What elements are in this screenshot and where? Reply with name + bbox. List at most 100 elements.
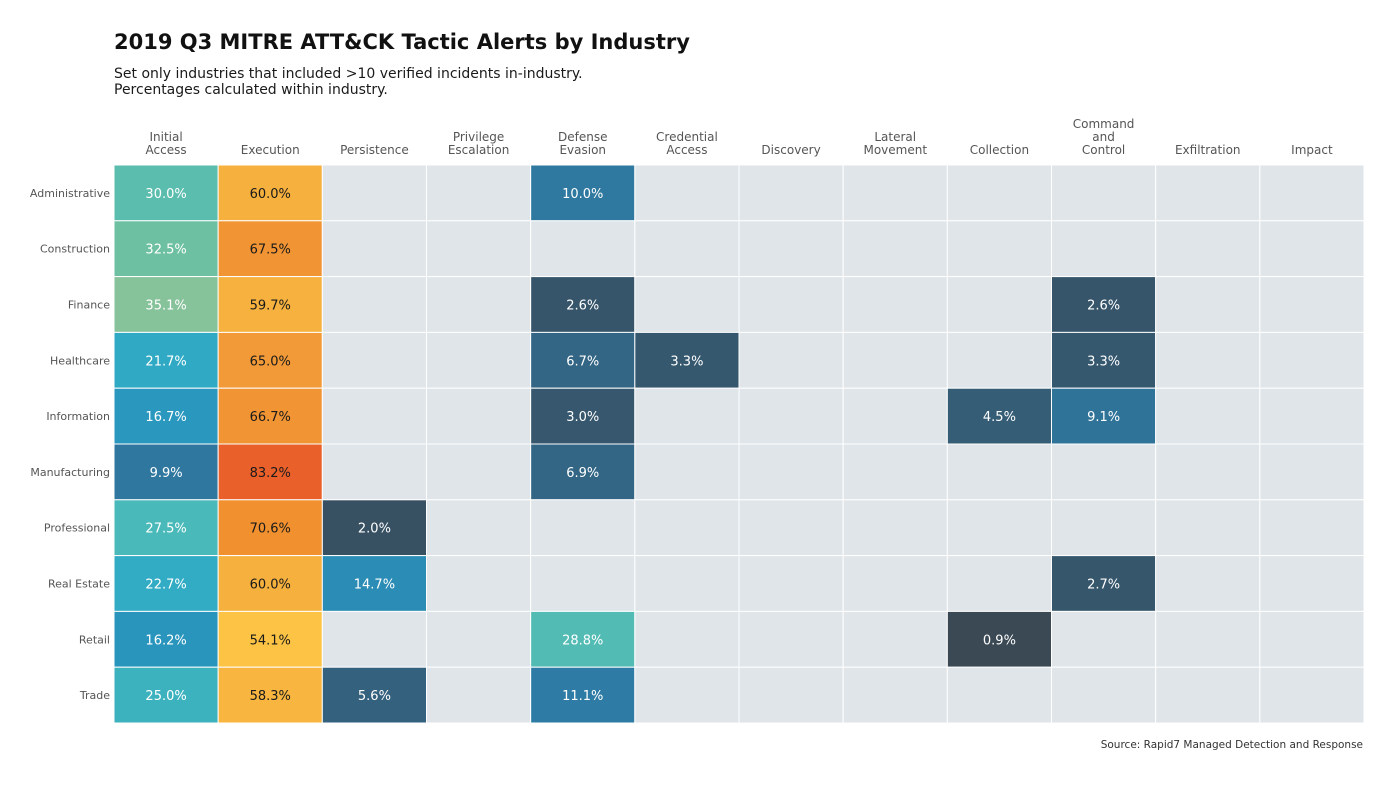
heatmap-cell-trade-command-and-control [1051, 666, 1157, 724]
heatmap-value-label: 9.1% [1087, 410, 1120, 425]
heatmap-cell-trade-privilege-escalation [426, 666, 532, 724]
heatmap-cell-real-estate-lateral-movement [842, 555, 948, 612]
heatmap-cell-trade-credential-access [634, 666, 740, 724]
heatmap-cell-trade-lateral-movement [842, 666, 948, 724]
heatmap-cell-real-estate-discovery [738, 555, 844, 612]
heatmap-cell-trade-discovery [738, 666, 844, 724]
heatmap-value-label: 2.0% [358, 522, 391, 537]
heatmap-cell-finance-command-and-control [1051, 276, 1157, 333]
heatmap-value-label: 11.1% [562, 689, 603, 704]
chart-title: 2019 Q3 MITRE ATT&CK Tactic Alerts by In… [114, 30, 690, 54]
heatmap-value-label: 6.9% [566, 466, 599, 481]
heatmap-cell-finance-credential-access [634, 276, 740, 333]
heatmap-value-label: 28.8% [562, 633, 603, 648]
heatmap-cell-professional-lateral-movement [842, 499, 948, 557]
column-labels: Initial Access Execution Persistence Privile… [146, 117, 1333, 157]
column-label-impact: Impact [1291, 143, 1333, 157]
heatmap-cell-healthcare-execution [217, 331, 323, 389]
heatmap-cell-administrative-privilege-escalation [426, 164, 532, 222]
subtitle-line-2: Percentages calculated within industry. [114, 82, 388, 98]
heatmap-value-label: 6.7% [566, 354, 599, 369]
heatmap-cell-professional-privilege-escalation [426, 499, 532, 557]
heatmap-cell-healthcare-impact [1259, 331, 1365, 389]
heatmap-cell-trade-initial-access [113, 666, 219, 724]
heatmap-value-label: 27.5% [145, 522, 186, 537]
heatmap-cell-retail-credential-access [634, 610, 740, 668]
heatmap-cell-manufacturing-lateral-movement [842, 443, 948, 501]
heatmap-cell-information-privilege-escalation [426, 387, 532, 445]
row-labels: Administrative Construction Finance Healthc… [30, 187, 110, 702]
heatmap-cell-information-lateral-movement [842, 387, 948, 445]
heatmap-cell-construction-impact [1259, 220, 1365, 278]
heatmap-cell-administrative-initial-access [113, 164, 219, 222]
heatmap-cell-information-exfiltration [1155, 387, 1261, 445]
column-label-defense-evasion: Defense Evasion [558, 130, 607, 157]
chart-subtitle: Set only industries that included >10 ve… [114, 66, 583, 98]
heatmap-cell-real-estate-impact [1259, 555, 1365, 612]
heatmap-cell-information-persistence [321, 387, 428, 445]
heatmap-value-label: 3.0% [566, 410, 599, 425]
heatmap-cell-healthcare-privilege-escalation [426, 331, 532, 389]
heatmap-cell-retail-privilege-escalation [426, 610, 532, 668]
heatmap-value-label: 70.6% [250, 522, 291, 537]
heatmap-value-labels: 30.0% 60.0% 10.0% 32.5% 67.5% 35.1% 59.7% 2.6% 2… [145, 187, 1120, 704]
row-label-retail: Retail [79, 633, 110, 646]
heatmap-value-label: 16.2% [145, 633, 186, 648]
heatmap-value-label: 67.5% [250, 243, 291, 258]
heatmap-cell-healthcare-credential-access [634, 331, 740, 389]
heatmap-cell-retail-impact [1259, 610, 1365, 668]
heatmap-cell-finance-collection [946, 276, 1052, 333]
heatmap-value-label: 3.3% [670, 354, 703, 369]
heatmap-cell-professional-persistence [321, 499, 428, 557]
column-label-command-and-control: Command and Control [1073, 117, 1135, 157]
heatmap-value-label: 30.0% [145, 187, 186, 202]
heatmap-value-label: 65.0% [250, 354, 291, 369]
heatmap-cell-healthcare-exfiltration [1155, 331, 1261, 389]
heatmap-cell-construction-command-and-control [1051, 220, 1157, 278]
heatmap-cell-retail-defense-evasion [530, 610, 636, 668]
heatmap-cell-information-initial-access [113, 387, 219, 445]
heatmap-cell-retail-lateral-movement [842, 610, 948, 668]
heatmap-value-label: 5.6% [358, 689, 391, 704]
heatmap-cell-administrative-persistence [321, 164, 428, 222]
heatmap-cell-trade-collection [946, 666, 1052, 724]
row-label-information: Information [46, 410, 110, 423]
heatmap-cell-professional-collection [946, 499, 1052, 557]
row-label-finance: Finance [68, 299, 110, 312]
heatmap-value-label: 21.7% [145, 354, 186, 369]
heatmap-cell-manufacturing-execution [217, 443, 323, 501]
heatmap-cell-real-estate-collection [946, 555, 1052, 612]
heatmap-value-label: 16.7% [145, 410, 186, 425]
row-label-professional: Professional [44, 522, 110, 535]
heatmap-cell-construction-defense-evasion [530, 220, 636, 278]
heatmap-cell-finance-lateral-movement [842, 276, 948, 333]
heatmap-cell-real-estate-command-and-control [1051, 555, 1157, 612]
heatmap-cell-trade-exfiltration [1155, 666, 1261, 724]
heatmap-value-label: 58.3% [250, 689, 291, 704]
heatmap-cell-construction-credential-access [634, 220, 740, 278]
heatmap-cell-administrative-command-and-control [1051, 164, 1157, 222]
heatmap-cell-finance-privilege-escalation [426, 276, 532, 333]
heatmap-value-label: 32.5% [145, 243, 186, 258]
heatmap-cell-administrative-credential-access [634, 164, 740, 222]
heatmap-cell-manufacturing-impact [1259, 443, 1365, 501]
heatmap-cell-real-estate-initial-access [113, 555, 219, 612]
heatmap-cell-professional-initial-access [113, 499, 219, 557]
heatmap-cell-administrative-collection [946, 164, 1052, 222]
heatmap-cell-manufacturing-credential-access [634, 443, 740, 501]
heatmap-value-label: 2.7% [1087, 578, 1120, 593]
heatmap-cell-retail-initial-access [113, 610, 219, 668]
column-label-persistence: Persistence [340, 143, 409, 157]
heatmap-value-label: 2.6% [1087, 299, 1120, 314]
heatmap-cell-real-estate-exfiltration [1155, 555, 1261, 612]
row-label-trade: Trade [79, 689, 110, 702]
heatmap-value-label: 0.9% [983, 633, 1016, 648]
heatmap-value-label: 10.0% [562, 187, 603, 202]
heatmap-cell-finance-impact [1259, 276, 1365, 333]
heatmap-cell-construction-persistence [321, 220, 428, 278]
heatmap-cell-healthcare-defense-evasion [530, 331, 636, 389]
heatmap-cell-real-estate-defense-evasion [530, 555, 636, 612]
heatmap-cell-healthcare-collection [946, 331, 1052, 389]
heatmap-cell-construction-discovery [738, 220, 844, 278]
heatmap-cell-manufacturing-defense-evasion [530, 443, 636, 501]
